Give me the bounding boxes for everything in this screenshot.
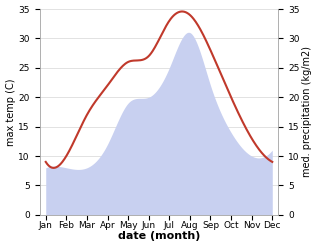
X-axis label: date (month): date (month) bbox=[118, 231, 200, 242]
Y-axis label: med. precipitation (kg/m2): med. precipitation (kg/m2) bbox=[302, 46, 313, 177]
Y-axis label: max temp (C): max temp (C) bbox=[5, 78, 16, 146]
